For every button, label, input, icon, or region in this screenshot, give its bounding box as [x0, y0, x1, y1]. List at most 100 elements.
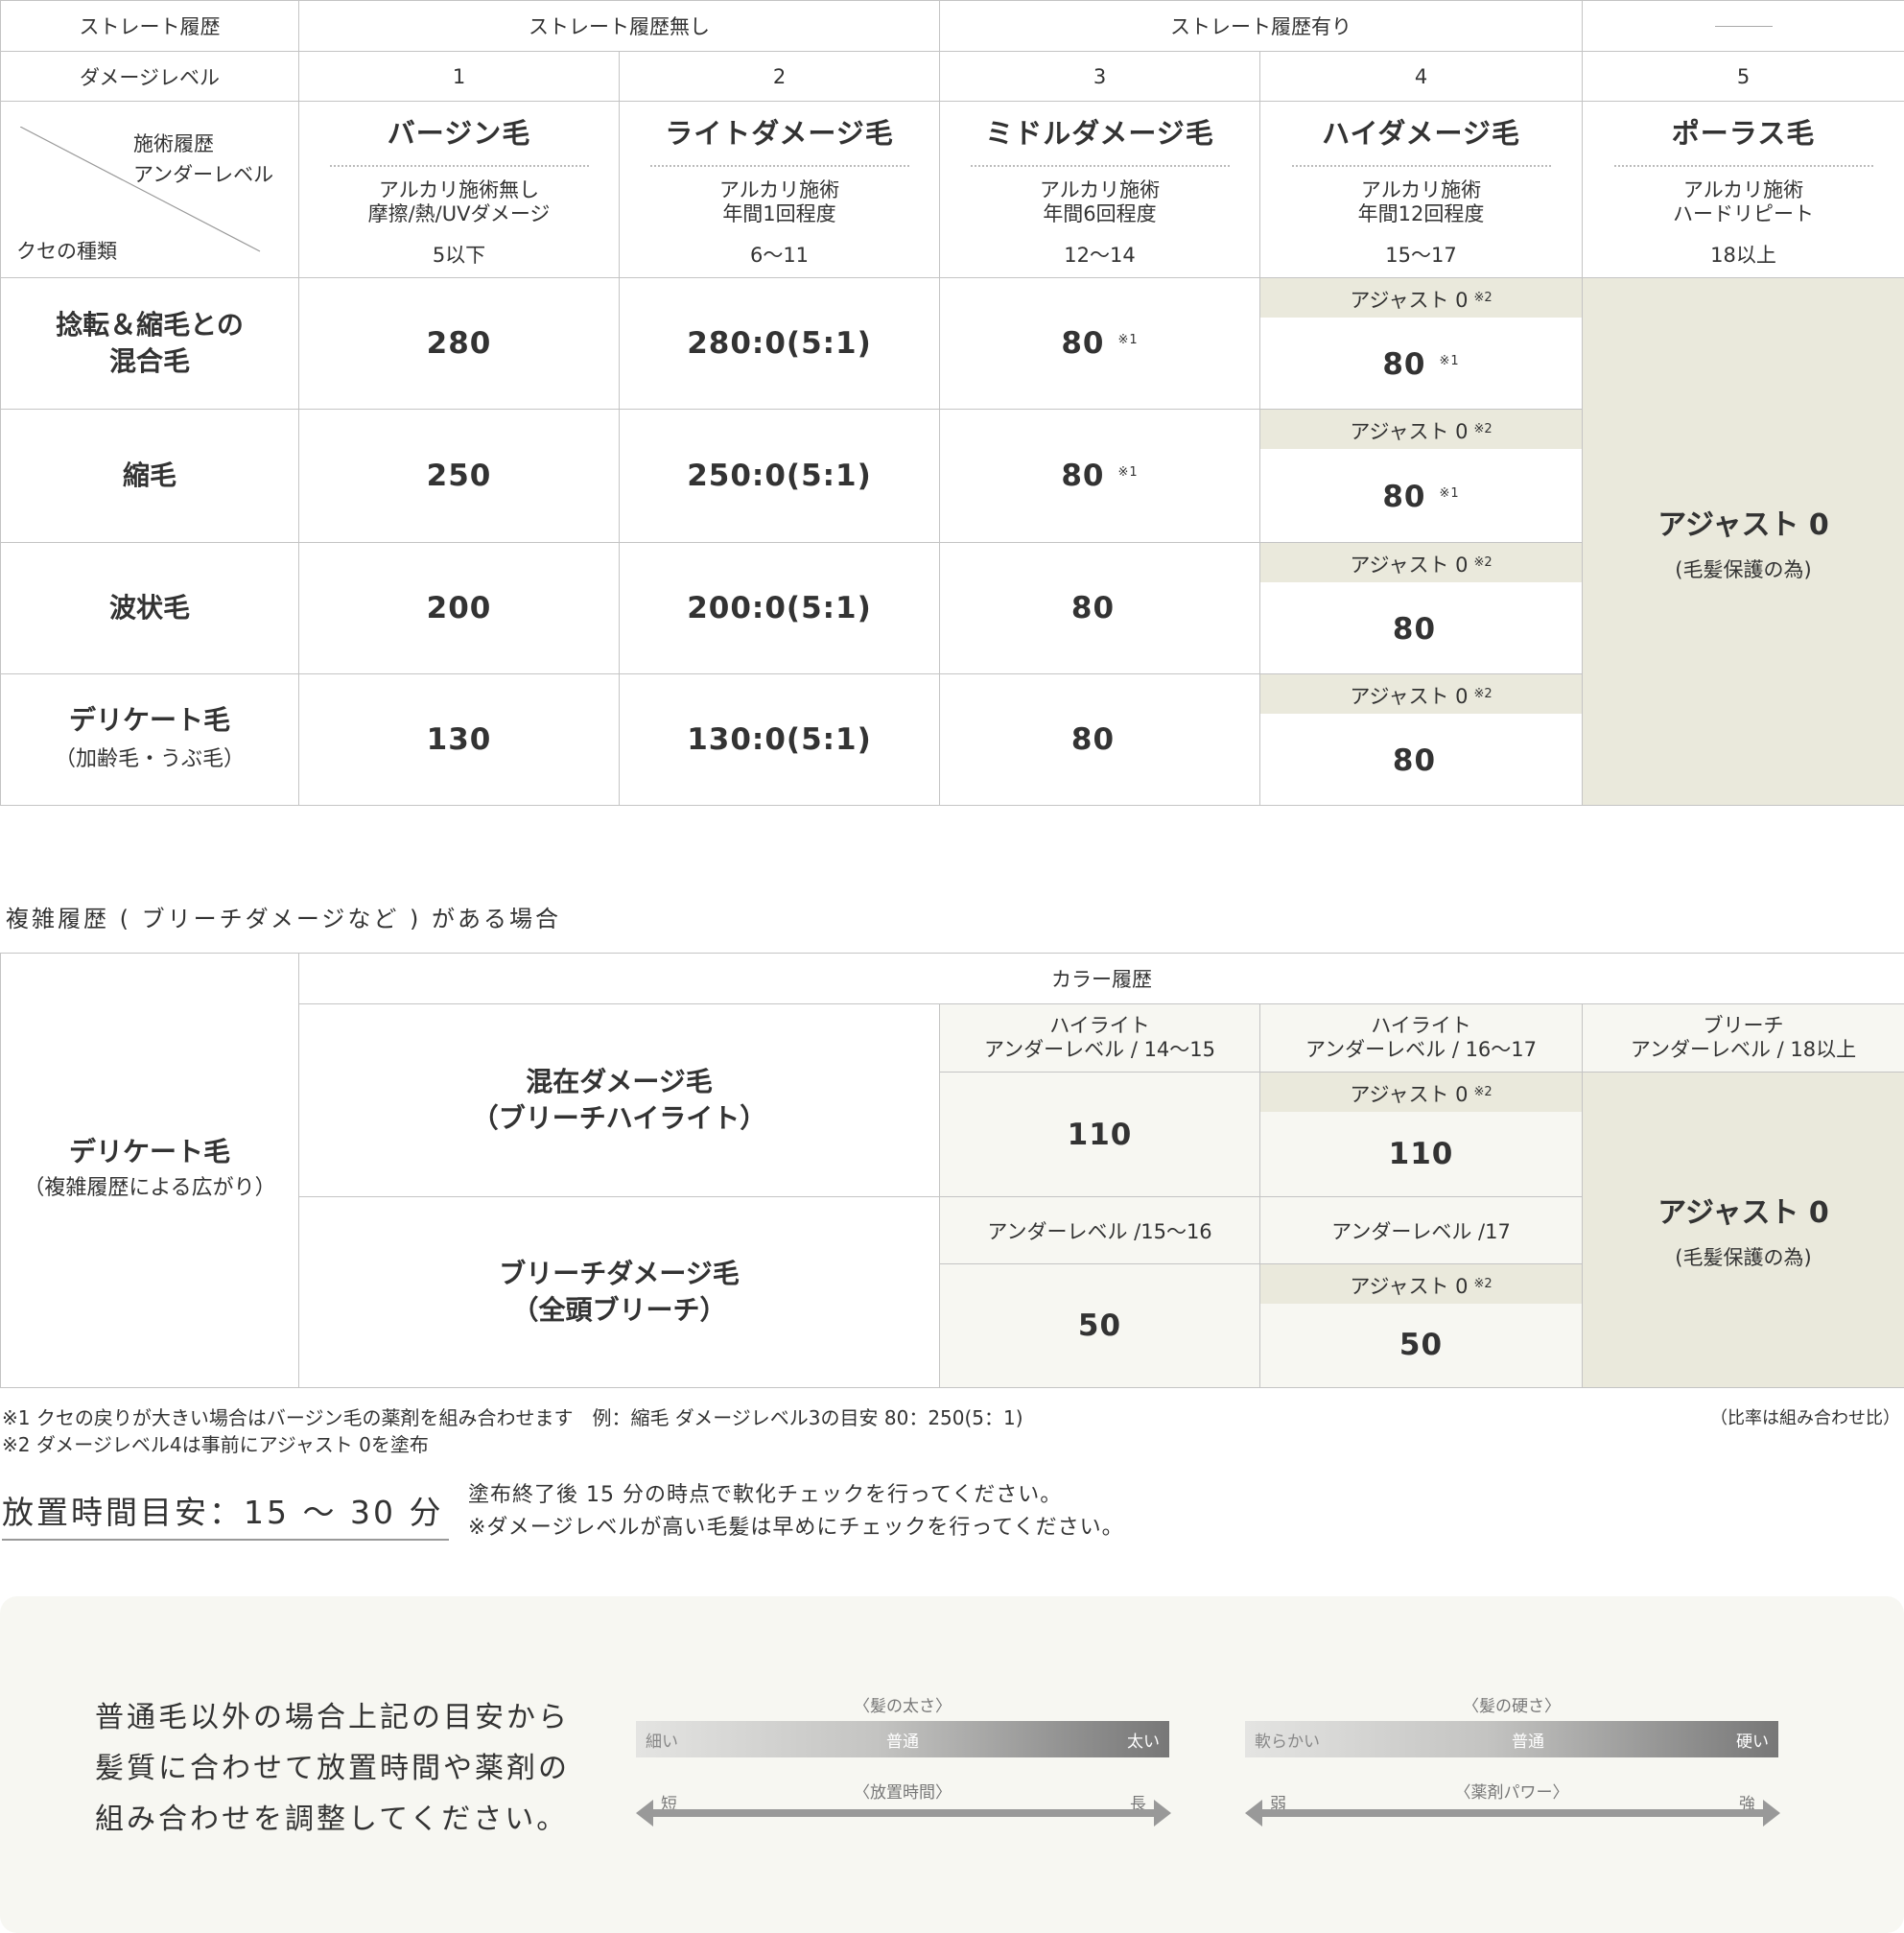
col-header-high: ハイダメージ毛 アルカリ施術 年間12回程度 15〜17	[1259, 101, 1583, 278]
col-header-highlight-16-17: ハイライト アンダーレベル / 16〜17	[1259, 1003, 1583, 1073]
diagonal-line	[20, 127, 261, 252]
mixed-value-2: 110	[1388, 1137, 1454, 1171]
col-title: ポーラス毛	[1671, 116, 1816, 150]
value-level-1: 250	[298, 409, 620, 543]
level-1: 1	[298, 51, 620, 102]
col-header-line: アンダーレベル / 18以上	[1630, 1038, 1857, 1061]
corner-top: 施術履歴	[133, 132, 214, 155]
footnote-2: ※2 ダメージレベル4は事前にアジャスト 0を塗布	[2, 1433, 429, 1456]
value-level-2: 130:0(5:1)	[619, 673, 940, 806]
col-range: 15〜17	[1385, 243, 1457, 267]
col-header-line: ハイライト	[1049, 1014, 1150, 1037]
adjust-band: アジャスト 0 ※2	[1260, 1073, 1582, 1112]
label-line: （全頭ブリーチ）	[511, 1294, 727, 1326]
with-straight-history: ストレート履歴有り	[939, 0, 1583, 52]
value-level-1: 130	[298, 673, 620, 806]
value-level-4: アジャスト 0 ※2 80 ※1	[1259, 277, 1583, 410]
text-line: 普通毛以外の場合上記の目安から	[95, 1701, 570, 1734]
col-desc: 年間1回程度	[722, 201, 836, 225]
col-title: ハイダメージ毛	[1322, 116, 1520, 150]
dotted-divider	[329, 164, 589, 167]
corner-middle: アンダーレベル	[133, 163, 274, 186]
col-title: バージン毛	[387, 116, 531, 150]
col-range: 5以下	[432, 243, 486, 267]
adjust-band: アジャスト 0 ※2	[1260, 543, 1582, 582]
under-level-15-16: アンダーレベル /15〜16	[939, 1196, 1260, 1264]
porous-adjust-cell: アジャスト 0 (毛髪保護の為)	[1582, 277, 1904, 806]
mixed-value-1: 110	[939, 1072, 1260, 1197]
col-desc: 年間12回程度	[1357, 201, 1485, 225]
ratio-note: （比率は組み合わせ比）	[1710, 1408, 1900, 1428]
value-level-1: 280	[298, 277, 620, 410]
value-level-2: 280:0(5:1)	[619, 277, 940, 410]
under-level-17: アンダーレベル /17	[1259, 1196, 1583, 1264]
delicate-hair-label: デリケート毛 （複雑履歴による広がり）	[0, 953, 299, 1388]
level-5: 5	[1582, 51, 1904, 102]
adjust-sub: (毛髪保護の為)	[1675, 1246, 1812, 1269]
label-line: ブリーチダメージ毛	[499, 1258, 740, 1289]
hair-type-label: 波状毛	[0, 542, 299, 674]
double-arrow-icon	[1245, 1800, 1780, 1827]
no-straight-history: ストレート履歴無し	[298, 0, 940, 52]
corner-bottom: クセの種類	[16, 240, 117, 263]
damage-level-label: ダメージレベル	[0, 51, 299, 102]
table-row: 捻転＆縮毛との 混合毛 280 280:0(5:1) 80 ※1 アジャスト 0 ※2 80 ※1…	[0, 277, 1904, 806]
gradient-bar: 細い 普通 太い	[636, 1721, 1169, 1757]
mixed-damage-label: 混在ダメージ毛 （ブリーチハイライト）	[298, 1003, 940, 1197]
col-desc: ハードリピート	[1673, 201, 1814, 225]
hair-type-label: デリケート毛 （加齢毛・うぶ毛）	[0, 673, 299, 806]
hair-hardness-scale: 〈髪の硬さ〉 軟らかい 普通 硬い 弱 〈薬剤パワー〉 強	[1245, 1692, 1780, 1836]
value-level-3: 80 ※1	[939, 409, 1260, 543]
dotted-divider	[1613, 164, 1873, 167]
dotted-divider	[1291, 164, 1551, 167]
label-line: 混在ダメージ毛	[526, 1066, 713, 1097]
gradient-bar: 軟らかい 普通 硬い	[1245, 1721, 1778, 1757]
value-level-4: アジャスト 0 ※2 80	[1259, 542, 1583, 674]
processing-time: 放置時間目安：15 〜 30 分	[2, 1487, 449, 1541]
col-header-middle: ミドルダメージ毛 アルカリ施術 年間6回程度 12〜14	[939, 101, 1260, 278]
col-header-line: ハイライト	[1371, 1014, 1471, 1037]
adjust-band: アジャスト 0 ※2	[1260, 410, 1582, 449]
value-level-2: 250:0(5:1)	[619, 409, 940, 543]
col-range: 18以上	[1710, 243, 1776, 267]
scale-caption: 〈髪の硬さ〉	[1463, 1697, 1561, 1716]
dash-line	[1714, 25, 1773, 27]
section2-title: 複雑履歴 ( ブリーチダメージなど ) がある場合	[6, 906, 562, 932]
col-range: 12〜14	[1064, 243, 1136, 267]
text-line: 髪質に合わせて放置時間や薬剤の	[95, 1752, 570, 1785]
col-header-highlight-14-15: ハイライト アンダーレベル / 14〜15	[939, 1003, 1260, 1073]
col-desc: アルカリ施術	[1039, 177, 1161, 201]
col-header-virgin: バージン毛アルカリ施術無し 摩擦/熱/UVダメージ 5以下	[298, 101, 620, 278]
dash-cell	[1582, 0, 1904, 52]
time-arrow: 短 〈放置時間〉 長	[636, 1779, 1171, 1836]
table-row: 縮毛 250 250:0(5:1) 80 ※1 アジャスト 0 ※2 80 ※1	[0, 409, 1904, 543]
color-history-header: カラー履歴	[298, 953, 1904, 1004]
value-level-4-number: 80 ※1	[1382, 480, 1460, 514]
value-level-4: アジャスト 0 ※2 80 ※1	[1259, 409, 1583, 543]
value-level-3: 80	[939, 542, 1260, 674]
col-header-line: ブリーチ	[1703, 1014, 1784, 1037]
col-desc: 摩擦/熱/UVダメージ	[367, 201, 551, 225]
col-desc: アルカリ施術無し	[378, 177, 540, 201]
damage-level-table: ストレート履歴 ストレート履歴無し ストレート履歴有り ダメージレベル 1 2 …	[0, 0, 1904, 806]
row-label: デリケート毛	[68, 1136, 230, 1167]
level-3: 3	[939, 51, 1260, 102]
level-2: 2	[619, 51, 940, 102]
dotted-divider	[970, 164, 1230, 167]
col-title: ライトダメージ毛	[665, 116, 894, 150]
col-desc: 年間6回程度	[1043, 201, 1157, 225]
col-range: 6〜11	[749, 243, 810, 267]
table-row: 波状毛 200 200:0(5:1) 80 アジャスト 0 ※2 80	[0, 542, 1904, 674]
value-level-4-number: 80	[1392, 612, 1437, 647]
col-header-line: アンダーレベル / 14〜15	[983, 1038, 1216, 1061]
bleach-damage-label: ブリーチダメージ毛 （全頭ブリーチ）	[298, 1196, 940, 1388]
mixed-value-2-cell: アジャスト 0 ※2 110	[1259, 1072, 1583, 1197]
note-line: ※ダメージレベルが高い毛髪は早めにチェックを行ってください。	[468, 1516, 1124, 1540]
value-level-4: アジャスト 0 ※2 80	[1259, 673, 1583, 806]
bleach-value-2: 50	[1399, 1328, 1444, 1362]
value-level-1: 200	[298, 542, 620, 674]
corner-cell: 施術履歴 アンダーレベル クセの種類	[0, 101, 299, 278]
row-label-sub: （複雑履歴による広がり）	[23, 1176, 276, 1200]
straight-history-label: ストレート履歴	[0, 0, 299, 52]
double-arrow-icon	[636, 1800, 1171, 1827]
